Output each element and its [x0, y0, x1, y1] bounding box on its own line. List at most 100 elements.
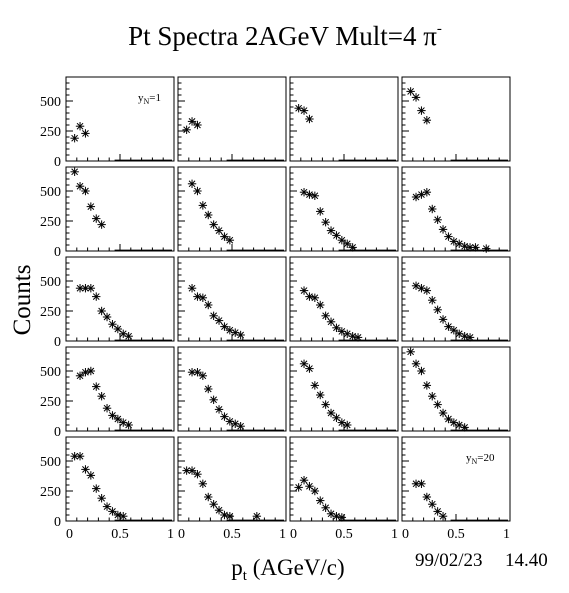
- spectrum-panel: [401, 256, 511, 342]
- data-point: [433, 215, 442, 224]
- data-point: [97, 220, 106, 229]
- y-tick-label: 250: [40, 395, 61, 410]
- data-point: [305, 114, 314, 124]
- data-point: [252, 512, 262, 521]
- data-point: [214, 226, 224, 235]
- spectrum-panel: [289, 166, 399, 252]
- data-point: [198, 479, 208, 488]
- data-point: [422, 188, 432, 197]
- y-tick-label: 250: [40, 125, 61, 140]
- data-point: [460, 242, 469, 251]
- y-tick-label: 0: [54, 425, 61, 440]
- data-point: [348, 332, 357, 341]
- spectrum-panel: [401, 166, 511, 253]
- data-point: [113, 510, 123, 520]
- y-tick-label: 500: [40, 95, 61, 110]
- data-point: [321, 311, 330, 320]
- spectrum-panel: [289, 256, 399, 342]
- data-point: [294, 483, 303, 492]
- data-point: [209, 500, 218, 509]
- data-point: [332, 413, 341, 422]
- x-tick-label: 1: [279, 527, 286, 542]
- panel-frame: [401, 166, 511, 252]
- data-point: [438, 512, 448, 521]
- data-point: [70, 134, 79, 143]
- data-point: [187, 117, 197, 126]
- panel-frame: [401, 76, 511, 162]
- data-point: [209, 220, 218, 229]
- data-point: [81, 129, 90, 138]
- panel-frame: [289, 436, 399, 522]
- data-point: [438, 225, 448, 234]
- spectrum-panel: 0 250 500 yN=1: [40, 76, 175, 170]
- data-point: [113, 414, 123, 424]
- data-point: [299, 359, 309, 368]
- data-point: [97, 392, 106, 401]
- data-point: [81, 186, 90, 196]
- data-point: [124, 332, 133, 341]
- data-point: [422, 286, 432, 295]
- y-tick-label: 0: [54, 335, 61, 350]
- spectrum-panel: [177, 346, 287, 432]
- spectrum-panel: [177, 166, 287, 252]
- data-point: [187, 179, 197, 188]
- data-point: [343, 420, 352, 430]
- data-point: [305, 364, 314, 373]
- data-point: [444, 322, 453, 331]
- panel-frame: [177, 436, 287, 522]
- data-point: [193, 470, 202, 479]
- data-point: [471, 243, 480, 252]
- data-point: [113, 324, 123, 334]
- data-point: [187, 466, 197, 475]
- data-point: [438, 408, 448, 418]
- data-point: [460, 332, 469, 341]
- data-point: [305, 482, 314, 491]
- data-point: [204, 492, 213, 502]
- data-point: [204, 384, 213, 394]
- data-point: [348, 243, 357, 252]
- data-point: [465, 333, 475, 342]
- data-point: [193, 186, 202, 196]
- data-point: [97, 306, 106, 316]
- data-point: [97, 494, 106, 503]
- data-point: [220, 232, 229, 241]
- data-point: [428, 296, 437, 305]
- panel-frame: [65, 346, 175, 432]
- data-point: [305, 292, 314, 301]
- data-point: [444, 414, 453, 424]
- data-point: [406, 347, 415, 356]
- data-point: [316, 496, 325, 505]
- data-point: [299, 286, 309, 295]
- y-tick-label: 500: [40, 185, 61, 200]
- data-point: [428, 204, 437, 214]
- data-point: [321, 218, 330, 227]
- x-axis-label: pt (AGeV/c): [231, 555, 344, 584]
- data-point: [310, 486, 320, 496]
- data-point: [70, 452, 79, 461]
- x-tick-label: 0.5: [335, 527, 353, 542]
- data-point: [316, 300, 325, 310]
- y-tick-label: 500: [40, 455, 61, 470]
- data-point: [321, 400, 330, 409]
- data-point: [119, 512, 128, 521]
- y-tick-label: 250: [40, 215, 61, 230]
- data-point: [353, 333, 363, 342]
- data-point: [102, 404, 112, 413]
- panel-frame: [65, 436, 175, 522]
- data-point: [337, 513, 347, 522]
- data-point: [417, 106, 426, 115]
- data-point: [86, 471, 96, 480]
- data-point: [332, 231, 341, 240]
- data-point: [209, 395, 218, 404]
- data-point: [108, 507, 117, 516]
- data-point: [332, 512, 341, 521]
- data-point: [214, 405, 224, 414]
- data-point: [433, 305, 442, 314]
- data-point: [81, 368, 90, 377]
- footer-date: 99/02/23: [415, 550, 483, 571]
- x-tick-label: 0: [66, 527, 73, 542]
- data-point: [204, 210, 213, 220]
- figure-title: Pt Spectra 2AGeV Mult=4 π-: [128, 21, 442, 51]
- data-point: [70, 167, 79, 176]
